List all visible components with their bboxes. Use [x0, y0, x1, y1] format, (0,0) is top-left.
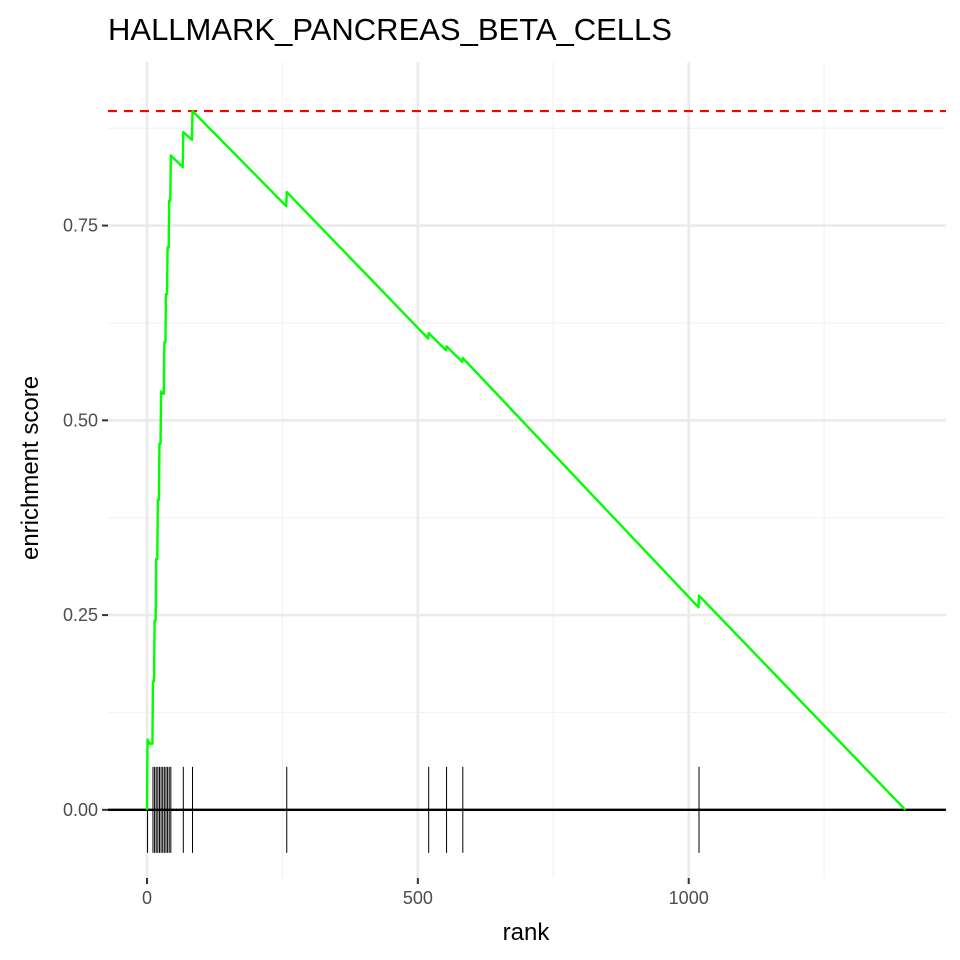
y-tick-label: 0.50 [63, 410, 98, 430]
x-tick-label: 500 [403, 888, 433, 908]
hit-rug [147, 766, 700, 853]
y-axis-title: enrichment score [17, 376, 44, 560]
x-axis: 0 500 1000 [142, 878, 709, 908]
x-axis-title: rank [503, 919, 551, 946]
grid [108, 62, 946, 878]
x-tick-label: 0 [142, 888, 152, 908]
y-tick-label: 0.00 [63, 800, 98, 820]
y-axis: 0.00 0.25 0.50 0.75 [63, 216, 108, 820]
y-tick-label: 0.25 [63, 605, 98, 625]
series-layer [145, 109, 907, 811]
y-tick-label: 0.75 [63, 216, 98, 236]
x-tick-label: 1000 [669, 888, 709, 908]
chart-title: HALLMARK_PANCREAS_BETA_CELLS [108, 12, 672, 47]
enrichment-score-line [145, 109, 907, 811]
